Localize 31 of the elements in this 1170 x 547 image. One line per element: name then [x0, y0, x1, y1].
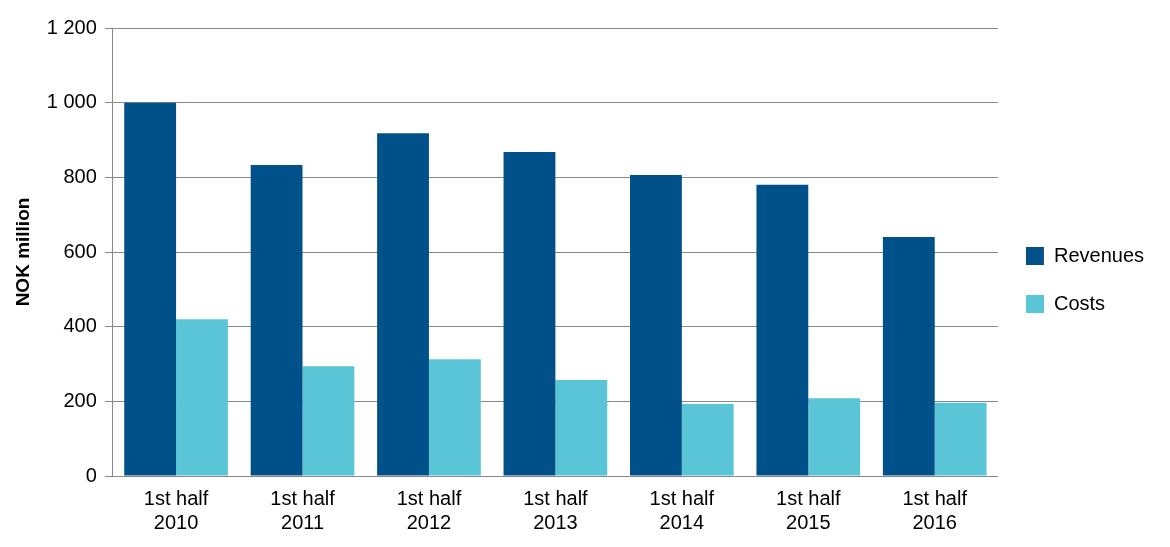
y-tick-label: 1 200: [46, 15, 97, 38]
bar: [503, 151, 556, 476]
bar: [630, 175, 682, 476]
x-tick-label: 1st half 2011: [270, 486, 336, 533]
y-tick-label: 1 000: [46, 90, 97, 113]
y-tick-label: 200: [63, 388, 97, 411]
y-tick-label: 0: [85, 463, 97, 486]
legend-label: Costs: [1053, 291, 1106, 314]
x-tick-label: 1st half 2014: [649, 486, 715, 533]
x-tick-label: 1st half 2016: [902, 486, 968, 533]
bar: [428, 359, 481, 476]
x-tick-label: 1st half 2010: [143, 486, 209, 533]
x-tick-label: 1st half 2015: [776, 486, 841, 533]
bar: [681, 403, 734, 476]
bar: [808, 398, 861, 476]
bar: [377, 133, 429, 476]
bar: [882, 237, 935, 476]
y-tick-label: 400: [63, 314, 97, 337]
bar: [555, 380, 608, 476]
y-tick-label: 800: [63, 164, 97, 187]
legend-label: Revenues: [1053, 243, 1144, 266]
bar: [302, 366, 355, 476]
bar: [756, 184, 809, 476]
x-tick-label: 1st half 2013: [523, 486, 589, 533]
bar: [934, 402, 987, 476]
bar: [250, 165, 303, 476]
bar: [176, 319, 228, 476]
y-axis-title: NOK million: [11, 197, 33, 307]
x-tick-label: 1st half 2012: [396, 486, 462, 533]
y-tick-label: 600: [63, 239, 97, 262]
bar: [124, 102, 177, 476]
